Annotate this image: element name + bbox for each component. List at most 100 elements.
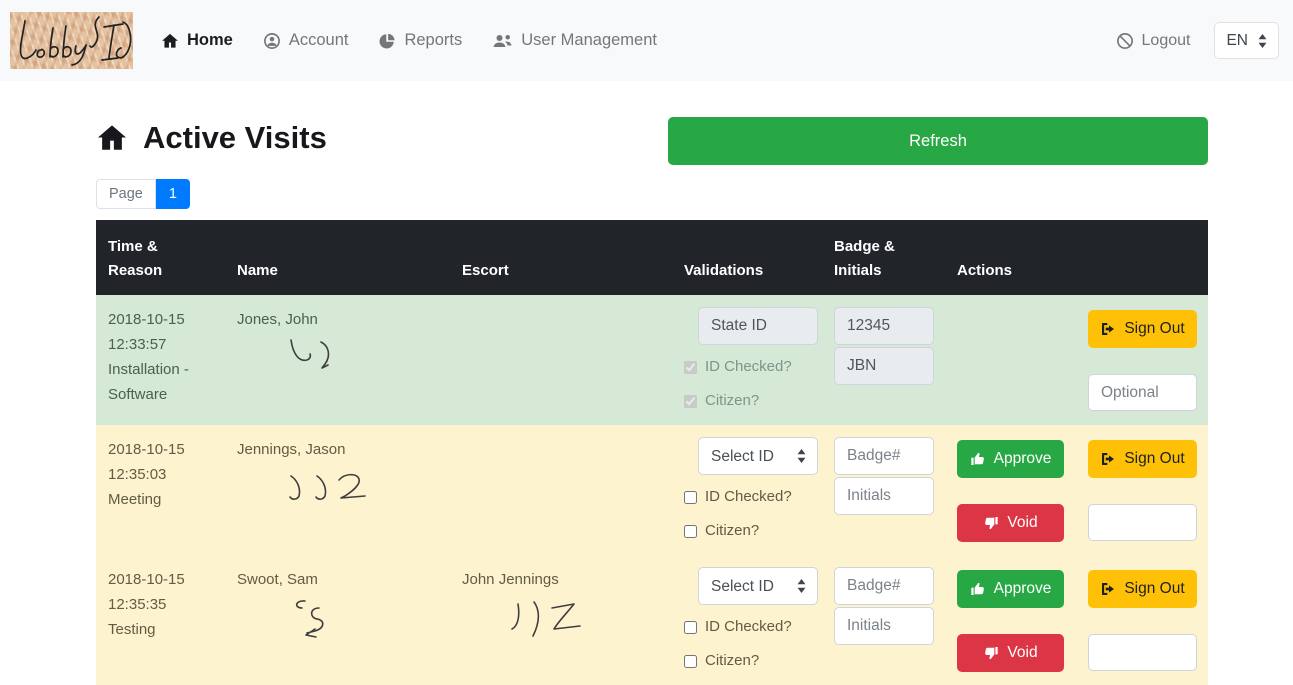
table-header: Time & Reason Name Escort Validations Ba… <box>96 220 1208 295</box>
escort-cell <box>450 295 672 425</box>
visitor-signature <box>289 473 366 500</box>
id-type-select[interactable]: Select ID <box>698 567 818 605</box>
citizen-checkbox[interactable] <box>684 524 697 538</box>
col-header-escort: Escort <box>450 220 672 295</box>
active-visits-table: Time & Reason Name Escort Validations Ba… <box>96 220 1208 685</box>
sign-out-button[interactable]: Sign Out <box>1088 440 1197 478</box>
page-title-text: Active Visits <box>143 120 327 155</box>
thumbs-up-icon <box>970 581 986 597</box>
caret-updown-icon <box>797 579 806 593</box>
user-circle-icon <box>263 32 281 50</box>
validations-cell: Select ID ID Checked? Citizen? <box>672 555 822 685</box>
brand-logo-drawing <box>19 16 132 66</box>
citizen-label: Citizen? <box>705 392 760 409</box>
id-checked-row: ID Checked? <box>684 354 810 379</box>
col-header-actions: Actions <box>945 220 1208 295</box>
sign-out-button[interactable]: Sign Out <box>1088 310 1197 348</box>
visit-time: 12:33:57 <box>108 336 167 353</box>
visit-row: 2018-10-15 12:33:57 Installation - Softw… <box>96 295 1208 425</box>
nav-item-label: User Management <box>521 31 657 49</box>
time-reason-cell: 2018-10-15 12:35:03 Meeting <box>96 425 225 555</box>
id-checked-label: ID Checked? <box>705 618 792 635</box>
pagination-page-1[interactable]: 1 <box>155 179 190 209</box>
citizen-checkbox[interactable] <box>684 654 697 668</box>
citizen-label: Citizen? <box>705 522 760 539</box>
optional-input[interactable] <box>1088 374 1197 411</box>
logout-label: Logout <box>1141 31 1191 49</box>
badge-initials-cell <box>822 425 945 555</box>
visitor-signature <box>290 339 330 369</box>
language-value: EN <box>1226 31 1248 49</box>
brand-logo[interactable]: LobbySID <box>10 12 133 69</box>
pie-chart-icon <box>378 32 396 50</box>
id-type-select[interactable]: Select ID <box>698 437 818 475</box>
home-icon <box>96 122 128 154</box>
sign-out-label: Sign Out <box>1124 320 1185 337</box>
actions-cell: Approve Sign Out Void <box>945 555 1208 685</box>
escort-cell: John Jennings <box>450 555 672 685</box>
initials-input[interactable] <box>834 607 934 645</box>
home-icon <box>161 32 179 50</box>
escort-cell <box>450 425 672 555</box>
sign-out-button[interactable]: Sign Out <box>1088 570 1197 608</box>
visit-reason: Installation - Software <box>108 361 189 403</box>
visit-time: 12:35:35 <box>108 596 167 613</box>
nav-item-home[interactable]: Home <box>161 31 233 50</box>
nav-item-account[interactable]: Account <box>263 31 349 50</box>
nav-item-label: Account <box>288 31 349 49</box>
thumbs-up-icon <box>970 451 986 467</box>
id-checked-label: ID Checked? <box>705 488 792 505</box>
badge-number-input <box>834 307 934 345</box>
badge-initials-cell <box>822 295 945 425</box>
nav-item-user-management[interactable]: User Management <box>492 31 657 50</box>
refresh-button[interactable]: Refresh <box>668 117 1208 165</box>
void-button[interactable]: Void <box>957 504 1064 542</box>
language-select[interactable]: EN <box>1214 22 1279 59</box>
name-cell: Swoot, Sam <box>225 555 450 685</box>
visitor-signature <box>295 600 324 638</box>
nav-links: Home Account Reports User Management <box>161 31 657 50</box>
id-checked-checkbox[interactable] <box>684 620 697 634</box>
logout-link[interactable]: Logout <box>1116 31 1191 50</box>
id-checked-label: ID Checked? <box>705 358 792 375</box>
name-cell: Jennings, Jason <box>225 425 450 555</box>
col-header-badge-initials: Badge & Initials <box>822 220 945 295</box>
page-title: Active Visits <box>96 120 668 156</box>
sign-out-label: Sign Out <box>1124 580 1185 597</box>
id-checked-checkbox[interactable] <box>684 490 697 504</box>
nav-item-label: Reports <box>404 31 463 49</box>
pagination: Page 1 <box>96 179 190 209</box>
nav-item-reports[interactable]: Reports <box>378 31 462 50</box>
approve-label: Approve <box>993 580 1052 597</box>
badge-number-input[interactable] <box>834 567 934 605</box>
sign-out-icon <box>1100 581 1116 597</box>
badge-number-input[interactable] <box>834 437 934 475</box>
void-label: Void <box>1007 644 1038 661</box>
visit-row: 2018-10-15 12:35:03 Meeting Jennings, Ja… <box>96 425 1208 555</box>
citizen-row: Citizen? <box>684 518 810 543</box>
optional-input[interactable] <box>1088 504 1197 541</box>
initials-input[interactable] <box>834 477 934 515</box>
visit-reason: Meeting <box>108 491 162 508</box>
optional-input[interactable] <box>1088 634 1197 671</box>
id-checked-row: ID Checked? <box>684 614 810 639</box>
visitor-name: Swoot, Sam <box>237 571 318 588</box>
void-label: Void <box>1007 514 1038 531</box>
validations-cell: Select ID ID Checked? Citizen? <box>672 425 822 555</box>
actions-cell: Sign Out <box>945 295 1208 425</box>
users-icon <box>492 32 513 50</box>
col-header-validations: Validations <box>672 220 822 295</box>
id-checked-checkbox <box>684 360 697 374</box>
thumbs-down-icon <box>983 645 999 661</box>
top-navbar: LobbySID Home Account <box>0 0 1293 81</box>
approve-button[interactable]: Approve <box>957 570 1064 608</box>
id-type-select-value: Select ID <box>711 577 774 595</box>
approve-button[interactable]: Approve <box>957 440 1064 478</box>
visit-reason: Testing <box>108 621 156 638</box>
sign-out-label: Sign Out <box>1124 450 1185 467</box>
thumbs-down-icon <box>983 515 999 531</box>
nav-item-label: Home <box>187 31 233 49</box>
pagination-page-label: Page <box>96 179 156 209</box>
visitor-name: Jones, John <box>237 311 318 328</box>
void-button[interactable]: Void <box>957 634 1064 672</box>
